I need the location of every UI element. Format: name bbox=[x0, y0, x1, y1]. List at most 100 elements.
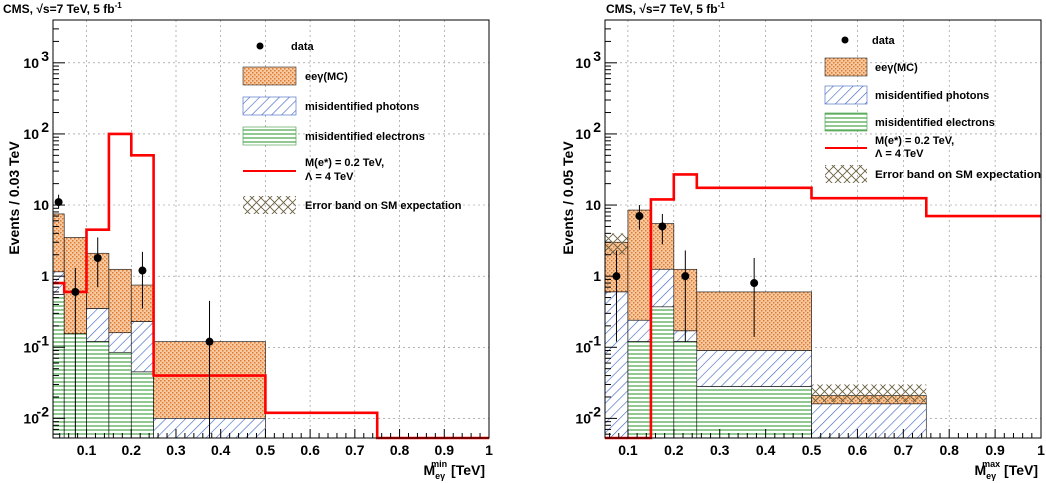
x-tick-label: 0.7 bbox=[894, 442, 914, 458]
legend-error-label: Error band on SM expectation bbox=[305, 200, 462, 212]
bar-misidentified-electrons bbox=[673, 341, 698, 439]
y-axis-label: Events / 0.03 TeV bbox=[6, 141, 22, 255]
plot-title: CMS, √s=7 TeV, 5 fb-1 bbox=[606, 1, 725, 16]
legend-electrons-swatch bbox=[242, 126, 297, 146]
legend-error-swatch bbox=[243, 196, 296, 214]
x-tick-label: 0.3 bbox=[710, 442, 730, 458]
bar-misidentified-photons bbox=[108, 332, 132, 353]
y-tick-exponent: 3 bbox=[593, 48, 601, 64]
bar-misidentified-photons bbox=[696, 350, 812, 387]
x-tick-label: 0.5 bbox=[802, 442, 822, 458]
y-tick-label: 1 bbox=[41, 268, 49, 284]
bar-misidentified-electrons bbox=[650, 306, 675, 439]
legend: data eeγ(MC) misidentified photons misid… bbox=[242, 41, 462, 214]
error-band bbox=[605, 233, 628, 255]
y-tick-label: 10 bbox=[23, 126, 39, 142]
y-tick-label: 10 bbox=[575, 55, 591, 71]
bar-misidentified-photons bbox=[650, 269, 674, 307]
bar-misidentified-photons bbox=[627, 320, 651, 342]
y-tick-exponent: -1 bbox=[37, 332, 50, 348]
legend-error-label: Error band on SM expectation bbox=[875, 169, 1041, 181]
x-tick-label: 0.5 bbox=[256, 442, 276, 458]
bar-misidentified-electrons bbox=[52, 294, 65, 439]
legend-photons-label: misidentified photons bbox=[305, 101, 419, 113]
legend-data-marker bbox=[841, 36, 849, 44]
bar-misidentified-electrons bbox=[86, 341, 110, 439]
data-point bbox=[54, 198, 63, 207]
plot-frame bbox=[604, 19, 1042, 439]
legend-electrons-label: misidentified electrons bbox=[875, 117, 995, 129]
y-tick-label: 10 bbox=[33, 197, 49, 213]
legend-signal-label-1: M(e*) = 0.2 TeV, bbox=[305, 157, 384, 169]
x-tick-label: 1 bbox=[1037, 442, 1045, 458]
y-tick-exponent: -2 bbox=[589, 403, 602, 419]
legend-signal-label-2: Λ = 4 TeV bbox=[305, 171, 354, 183]
data-point bbox=[658, 222, 667, 231]
legend-signal-label-1: M(e*) = 0.2 TeV, bbox=[875, 135, 954, 147]
x-tick-label: 0.1 bbox=[618, 442, 638, 458]
x-tick-label: 0.7 bbox=[345, 442, 365, 458]
error-band bbox=[811, 384, 927, 403]
y-tick-exponent: 3 bbox=[41, 48, 49, 64]
x-tick-label: 0.9 bbox=[435, 442, 455, 458]
bar-eeg-mc bbox=[52, 213, 65, 273]
data-point bbox=[93, 254, 102, 263]
bar-misidentified-electrons bbox=[627, 341, 652, 439]
legend-signal-label-2: Λ = 4 TeV bbox=[875, 148, 924, 160]
y-tick-label: 10 bbox=[575, 339, 591, 355]
x-tick-label: 0.9 bbox=[985, 442, 1005, 458]
bar-misidentified-photons bbox=[811, 403, 927, 438]
legend-electrons-label: misidentified electrons bbox=[305, 131, 425, 143]
y-tick-label: 10 bbox=[585, 197, 601, 213]
data-point bbox=[750, 279, 759, 288]
bar-misidentified-photons bbox=[131, 321, 154, 372]
y-tick-exponent: 2 bbox=[41, 119, 49, 135]
bar-misidentified-photons bbox=[605, 291, 628, 438]
y-tick-label: 10 bbox=[23, 55, 39, 71]
plot-frame bbox=[52, 19, 490, 439]
data-point bbox=[635, 212, 644, 221]
y-axis-label: Events / 0.05 TeV bbox=[560, 141, 576, 255]
legend-eeg-label: eeγ(MC) bbox=[875, 62, 918, 74]
legend-data-label: data bbox=[872, 35, 896, 47]
x-tick-label: 0.2 bbox=[664, 442, 684, 458]
y-tick-label: 10 bbox=[23, 410, 39, 426]
x-tick-label: 0.2 bbox=[122, 442, 142, 458]
legend-data-label: data bbox=[291, 41, 315, 53]
chart-max-mass: CMS, √s=7 TeV, 5 fb-1 Events / 0.05 TeV … bbox=[560, 1, 1045, 481]
plot-title: CMS, √s=7 TeV, 5 fb-1 bbox=[3, 1, 122, 16]
legend-eeg-swatch bbox=[242, 66, 297, 86]
legend-data-marker bbox=[256, 42, 264, 50]
legend-eeg-label: eeγ(MC) bbox=[305, 71, 348, 83]
x-tick-label: 0.4 bbox=[756, 442, 776, 458]
legend-error-swatch bbox=[825, 165, 867, 183]
bar-misidentified-electrons bbox=[108, 351, 132, 439]
x-tick-label: 0.4 bbox=[211, 442, 231, 458]
legend-photons-hatch bbox=[825, 86, 867, 104]
x-axis-label: Meγmax [TeV] bbox=[974, 459, 1038, 481]
y-tick-label: 10 bbox=[575, 410, 591, 426]
data-point bbox=[71, 287, 80, 296]
y-tick-exponent: -1 bbox=[589, 332, 602, 348]
x-tick-label: 0.8 bbox=[390, 442, 410, 458]
bar-misidentified-photons bbox=[86, 308, 109, 342]
y-tick-exponent: 2 bbox=[593, 119, 601, 135]
x-tick-label: 0.6 bbox=[848, 442, 868, 458]
legend-electrons-swatch bbox=[824, 112, 868, 132]
x-tick-label: 0.6 bbox=[300, 442, 320, 458]
legend-photons-hatch bbox=[243, 97, 296, 115]
chart-min-mass: CMS, √s=7 TeV, 5 fb-1 Events / 0.03 TeV … bbox=[3, 1, 493, 481]
y-tick-label: 10 bbox=[575, 126, 591, 142]
data-point bbox=[681, 272, 690, 281]
x-tick-label: 0.8 bbox=[939, 442, 959, 458]
bar-eeg-mc bbox=[108, 268, 132, 334]
bar-misidentified-electrons bbox=[696, 386, 812, 439]
y-tick-exponent: -2 bbox=[37, 403, 50, 419]
data-point bbox=[205, 337, 214, 346]
x-axis-label: Meγmin [TeV] bbox=[423, 459, 485, 481]
y-tick-label: 10 bbox=[23, 339, 39, 355]
y-tick-label: 1 bbox=[593, 268, 601, 284]
x-tick-label: 0.3 bbox=[166, 442, 186, 458]
legend: data eeγ(MC) misidentified photons misid… bbox=[824, 35, 1041, 183]
legend-eeg-swatch bbox=[824, 57, 868, 77]
